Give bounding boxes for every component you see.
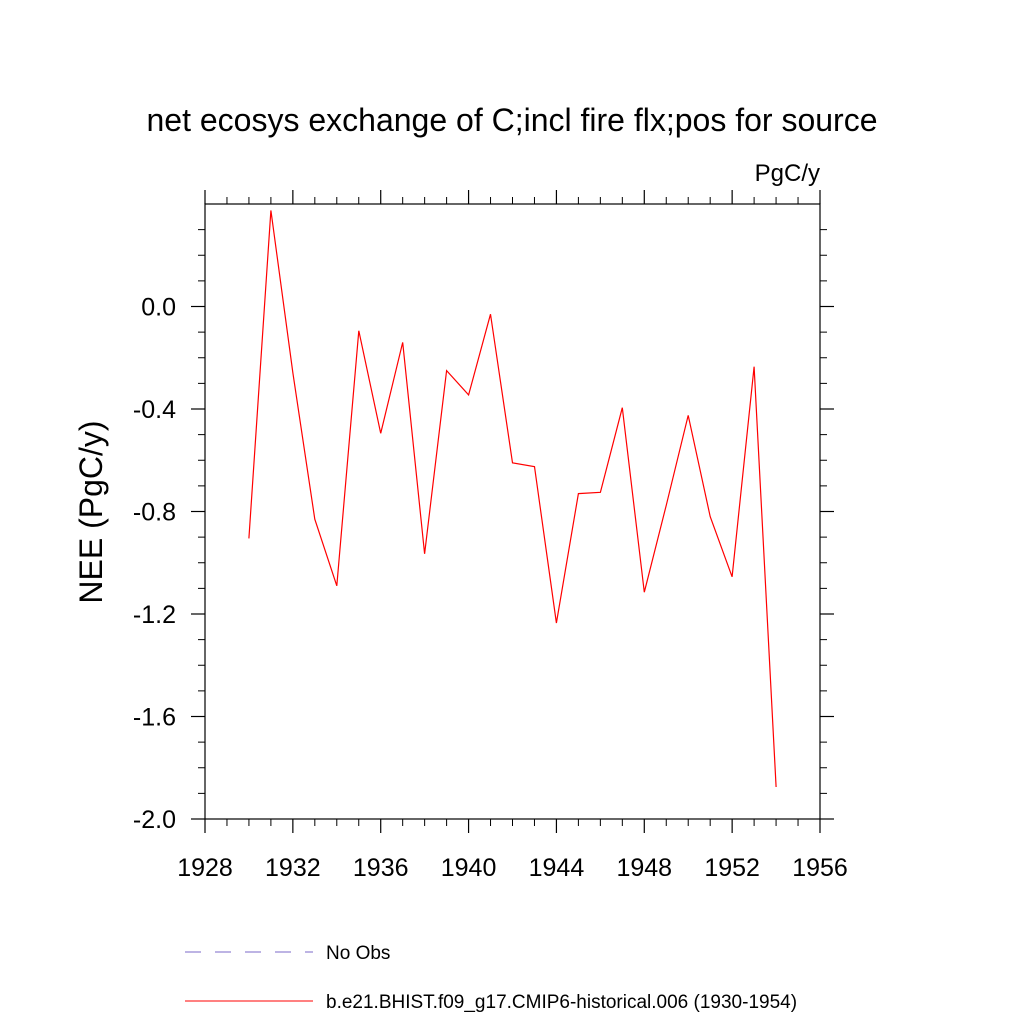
units-label: PgC/y bbox=[755, 160, 820, 187]
y-tick-label: -2.0 bbox=[133, 806, 176, 834]
y-tick-labels: 0.0 -0.4 -0.8 -1.2 -1.6 -2.0 bbox=[133, 294, 176, 835]
y-tick-label: 0.0 bbox=[141, 294, 176, 322]
series-line bbox=[248, 210, 777, 788]
series-layer bbox=[248, 210, 777, 788]
y-tick-label: -1.2 bbox=[133, 601, 176, 629]
legend-label: b.e21.BHIST.f09_g17.CMIP6-historical.006… bbox=[326, 992, 797, 1013]
plot-frame bbox=[204, 203, 821, 820]
x-tick-label: 1928 bbox=[177, 854, 233, 882]
x-tick-label: 1956 bbox=[792, 854, 848, 882]
y-axis-label: NEE (PgC/y) bbox=[73, 420, 109, 603]
x-tick-label: 1944 bbox=[529, 854, 585, 882]
x-tick-labels: 1928 1932 1936 1940 1944 1948 1952 1956 bbox=[177, 854, 848, 882]
x-tick-label: 1936 bbox=[353, 854, 409, 882]
x-tick-label: 1948 bbox=[616, 854, 672, 882]
x-tick-label: 1952 bbox=[704, 854, 760, 882]
axis-ticks bbox=[191, 190, 834, 833]
chart-title: net ecosys exchange of C;incl fire flx;p… bbox=[146, 102, 877, 138]
y-tick-label: -0.4 bbox=[133, 396, 176, 424]
y-tick-label: -0.8 bbox=[133, 499, 176, 527]
y-tick-label: -1.6 bbox=[133, 704, 176, 732]
x-tick-label: 1940 bbox=[441, 854, 497, 882]
legend: No Obs b.e21.BHIST.f09_g17.CMIP6-historic… bbox=[185, 943, 797, 1013]
legend-label: No Obs bbox=[326, 943, 390, 964]
x-tick-label: 1932 bbox=[265, 854, 321, 882]
